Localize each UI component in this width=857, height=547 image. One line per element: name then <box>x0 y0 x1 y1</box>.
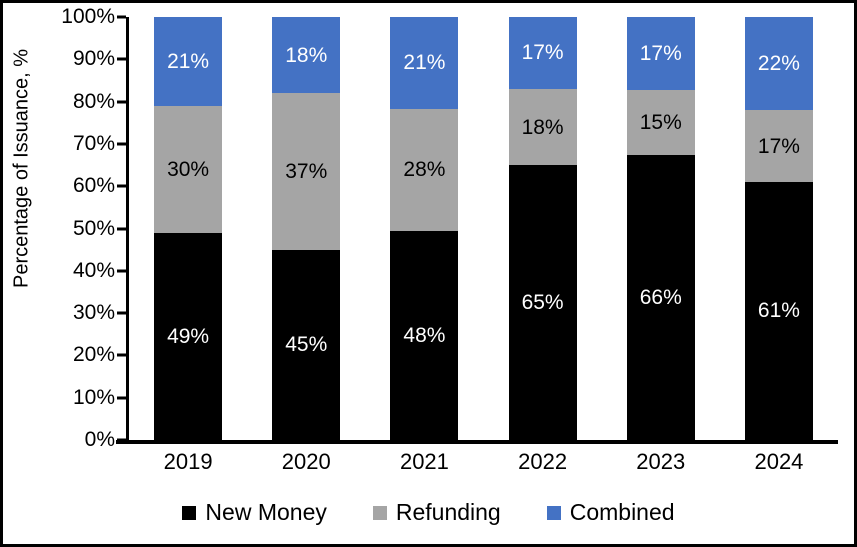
bar-segment-label: 15% <box>639 111 682 135</box>
legend: New Money Refunding Combined <box>3 499 854 526</box>
bar-segment-label: 45% <box>285 333 328 357</box>
bar-segment-label: 48% <box>403 323 446 347</box>
bar-segment-label: 18% <box>285 43 328 67</box>
bar-segment: 61% <box>744 181 813 440</box>
bar-segment-label: 37% <box>285 159 328 183</box>
legend-item: New Money <box>182 499 327 526</box>
y-tick-mark <box>117 396 126 400</box>
bar-segment-label: 21% <box>167 49 210 73</box>
bar-segment: 37% <box>272 93 341 250</box>
legend-label: Refunding <box>395 499 501 525</box>
bar-series-area: 49% 30% 21% 45% 37% 18% 48% 28% 21% 65% 18% 17% 66% 1… <box>129 17 838 440</box>
stacked-bar: 66% 15% 17% <box>626 17 695 440</box>
bar-segment: 18% <box>508 88 577 166</box>
legend-label: New Money <box>205 499 327 525</box>
y-tick-label: 10% <box>72 385 115 409</box>
legend-swatch-icon <box>182 505 197 520</box>
bar-column: 48% 28% 21% <box>365 17 483 440</box>
bar-segment: 30% <box>154 105 223 233</box>
bar-segment: 17% <box>508 17 577 89</box>
bar-segment: 49% <box>154 232 223 440</box>
bar-segment: 21% <box>390 17 459 109</box>
y-tick-label: 40% <box>72 258 115 282</box>
bar-segment-label: 65% <box>521 291 564 315</box>
legend-label: Combined <box>569 499 675 525</box>
bar-segment-label: 17% <box>639 42 682 66</box>
bar-segment-label: 49% <box>167 324 210 348</box>
bar-segment: 65% <box>508 165 577 440</box>
stacked-bar: 45% 37% 18% <box>272 17 341 440</box>
stacked-bar: 65% 18% 17% <box>508 17 577 440</box>
y-tick-mark <box>117 142 126 146</box>
y-tick-mark <box>117 311 126 315</box>
bar-segment-label: 30% <box>167 157 210 181</box>
x-tick-label: 2023 <box>636 449 686 474</box>
y-tick-label: 0% <box>84 428 115 451</box>
y-tick-mark <box>117 15 126 19</box>
bar-segment: 17% <box>744 110 813 182</box>
bar-column: 65% 18% 17% <box>484 17 602 440</box>
y-tick-mark <box>117 100 126 104</box>
x-tick-label: 2019 <box>163 449 213 474</box>
bar-column: 61% 17% 22% <box>720 17 838 440</box>
bar-column: 66% 15% 17% <box>602 17 720 440</box>
bar-segment: 45% <box>272 249 341 440</box>
bar-segment-label: 17% <box>757 134 800 158</box>
bar-segment-label: 28% <box>403 158 446 182</box>
y-tick-mark <box>117 184 126 188</box>
bar-segment: 17% <box>626 17 695 91</box>
bar-segment: 48% <box>390 230 459 440</box>
bar-column: 49% 30% 21% <box>129 17 247 440</box>
y-tick-mark <box>117 57 126 61</box>
bar-segment-label: 66% <box>639 286 682 310</box>
legend-swatch-icon <box>546 505 561 520</box>
y-tick-mark <box>117 353 126 357</box>
x-tick-label: 2024 <box>754 449 804 474</box>
y-tick-label: 100% <box>61 5 115 28</box>
bar-segment-label: 21% <box>403 51 446 75</box>
bar-segment: 18% <box>272 17 341 94</box>
y-tick-label: 30% <box>72 301 115 325</box>
x-axis-line-extension <box>116 440 129 444</box>
bar-column: 45% 37% 18% <box>247 17 365 440</box>
stacked-bar: 49% 30% 21% <box>154 17 223 440</box>
plot-area: 49% 30% 21% 45% 37% 18% 48% 28% 21% 65% 18% 17% 66% 1… <box>116 15 838 444</box>
bar-segment-label: 22% <box>757 52 800 76</box>
y-tick-mark <box>117 227 126 230</box>
bar-segment: 21% <box>154 17 223 106</box>
bar-segment-label: 61% <box>757 299 800 323</box>
legend-item: Refunding <box>372 499 501 526</box>
bar-segment: 15% <box>626 90 695 156</box>
stacked-bar: 48% 28% 21% <box>390 17 459 440</box>
legend-item: Combined <box>546 499 675 526</box>
x-tick-label: 2022 <box>518 449 568 474</box>
x-tick-label: 2020 <box>281 449 331 474</box>
bar-segment: 28% <box>390 108 459 231</box>
legend-swatch-icon <box>372 505 387 520</box>
stacked-bar: 61% 17% 22% <box>744 17 813 440</box>
x-tick-label: 2021 <box>399 449 449 474</box>
y-tick-label: 50% <box>72 216 115 240</box>
bar-segment: 22% <box>744 17 813 111</box>
y-tick-label: 20% <box>72 343 115 367</box>
y-tick-label: 60% <box>72 174 115 198</box>
bar-segment-label: 18% <box>521 115 564 139</box>
y-tick-label: 70% <box>72 131 115 155</box>
y-tick-label: 80% <box>72 89 115 113</box>
y-tick-label: 90% <box>72 47 115 71</box>
x-axis-tick-labels: 2019 2020 2021 2022 2023 2024 <box>129 449 838 475</box>
bar-segment: 66% <box>626 155 695 440</box>
y-tick-mark <box>117 269 126 273</box>
bar-segment-label: 17% <box>521 41 564 65</box>
y-tick-mark <box>117 438 126 442</box>
